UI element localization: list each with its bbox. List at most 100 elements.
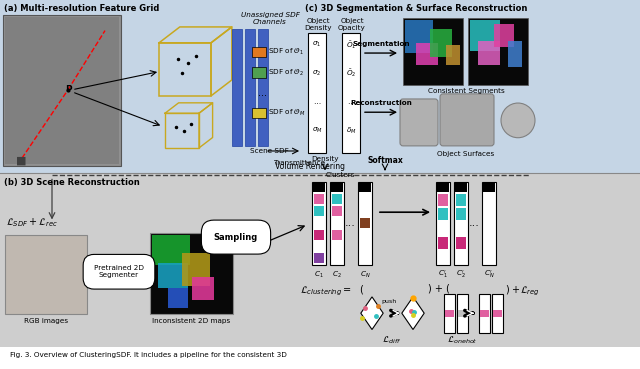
Text: SDF of $\mathcal{O}_2$: SDF of $\mathcal{O}_2$ (268, 67, 304, 77)
Text: $\sigma_1$: $\sigma_1$ (312, 40, 322, 49)
Text: SDF of $\mathcal{O}_M$: SDF of $\mathcal{O}_M$ (268, 108, 305, 118)
Bar (152, 235, 190, 265)
Bar (332, 206, 342, 216)
Bar (342, 32, 360, 153)
Text: (c) 3D Segmentation & Surface Reconstruction: (c) 3D Segmentation & Surface Reconstruc… (305, 4, 527, 13)
Bar (182, 253, 210, 286)
Bar (0, 173, 640, 347)
Text: Scene SDF: Scene SDF (250, 148, 289, 154)
Bar (252, 67, 266, 77)
Text: ) + (: ) + ( (428, 284, 450, 294)
Text: ) $+\mathcal{L}_{reg}$: ) $+\mathcal{L}_{reg}$ (505, 284, 540, 298)
Bar (457, 294, 468, 332)
Bar (314, 230, 324, 239)
Text: (a) Multi-resolution Feature Grid: (a) Multi-resolution Feature Grid (4, 4, 159, 13)
Text: $\delta_M$: $\delta_M$ (346, 125, 356, 136)
Bar (455, 183, 467, 192)
Bar (192, 277, 214, 300)
Bar (332, 230, 342, 239)
Bar (438, 194, 448, 206)
Bar (330, 182, 344, 265)
Text: Reconstruction: Reconstruction (350, 100, 412, 106)
Text: SDF of $\mathcal{O}_1$: SDF of $\mathcal{O}_1$ (268, 47, 304, 57)
Bar (438, 237, 448, 249)
Bar (165, 113, 199, 148)
Text: Softmax: Softmax (367, 156, 403, 165)
Text: Clusters: Clusters (325, 172, 355, 177)
Bar (245, 28, 255, 146)
Bar (359, 183, 371, 192)
Text: $\sigma_M$: $\sigma_M$ (312, 126, 323, 135)
Bar (458, 310, 467, 317)
Bar (405, 20, 433, 53)
Bar (470, 20, 500, 51)
Bar (331, 183, 343, 192)
Bar (478, 41, 500, 65)
Text: Density: Density (311, 156, 339, 162)
Bar (454, 182, 468, 265)
Text: ...: ... (468, 218, 479, 228)
Bar (456, 237, 466, 249)
Bar (0, 0, 640, 173)
Bar (312, 182, 326, 265)
FancyBboxPatch shape (400, 99, 438, 146)
Text: ■: ■ (16, 156, 26, 166)
Bar (150, 232, 233, 314)
Bar (456, 194, 466, 206)
Bar (5, 235, 87, 314)
Text: Sampling: Sampling (214, 232, 258, 242)
Bar (446, 45, 460, 65)
Bar (3, 15, 121, 166)
Text: Object Surfaces: Object Surfaces (437, 151, 495, 157)
FancyBboxPatch shape (440, 94, 494, 146)
Text: $\bar{O}_1$: $\bar{O}_1$ (346, 39, 356, 51)
Bar (480, 310, 489, 317)
Bar (313, 183, 325, 192)
Bar (314, 194, 324, 204)
Bar (416, 43, 438, 65)
Text: $C_1'$: $C_1'$ (438, 269, 448, 281)
Text: Pretrained 2D
Segmenter: Pretrained 2D Segmenter (94, 265, 144, 278)
Text: $\mathcal{L}_{diff}$: $\mathcal{L}_{diff}$ (382, 335, 402, 346)
Bar (314, 254, 324, 263)
Text: ...: ... (258, 88, 267, 98)
Text: Unassigned SDF
Channels: Unassigned SDF Channels (241, 12, 300, 25)
Text: $\cdots$: $\cdots$ (347, 99, 355, 105)
Polygon shape (402, 297, 424, 330)
Bar (436, 182, 450, 265)
Text: Segmentation: Segmentation (352, 41, 410, 47)
Bar (358, 182, 372, 265)
Bar (159, 43, 211, 96)
Bar (492, 294, 503, 332)
Bar (430, 28, 452, 57)
Text: $\bar{O}_2$: $\bar{O}_2$ (346, 68, 356, 79)
Text: Object
Opacity: Object Opacity (338, 18, 366, 31)
Bar (508, 41, 522, 67)
Text: $C_N'$: $C_N'$ (484, 269, 494, 281)
Text: Transmittance: Transmittance (275, 160, 326, 166)
Bar (252, 47, 266, 57)
Text: Consistent Segments: Consistent Segments (428, 88, 504, 94)
Bar (360, 218, 370, 228)
Text: $C_2$: $C_2$ (332, 269, 342, 280)
Bar (232, 28, 242, 146)
Text: $C_1$: $C_1$ (314, 269, 324, 280)
Text: $\sigma_2$: $\sigma_2$ (312, 69, 322, 78)
Circle shape (501, 103, 535, 138)
Text: P: P (65, 85, 71, 94)
Polygon shape (361, 297, 383, 330)
Bar (252, 108, 266, 118)
Text: Volume Rendering: Volume Rendering (275, 162, 345, 171)
Bar (158, 263, 188, 288)
Bar (332, 194, 342, 204)
Bar (444, 294, 455, 332)
Text: Object
Density: Object Density (304, 18, 332, 31)
Text: $\mathcal{L}_{clustering}=$  (: $\mathcal{L}_{clustering}=$ ( (300, 284, 364, 298)
Bar (308, 32, 326, 153)
Text: $C_N$: $C_N$ (360, 269, 371, 280)
Bar (494, 24, 514, 47)
Bar (403, 18, 463, 85)
Bar (468, 18, 528, 85)
Bar (314, 206, 324, 216)
Bar (479, 294, 490, 332)
